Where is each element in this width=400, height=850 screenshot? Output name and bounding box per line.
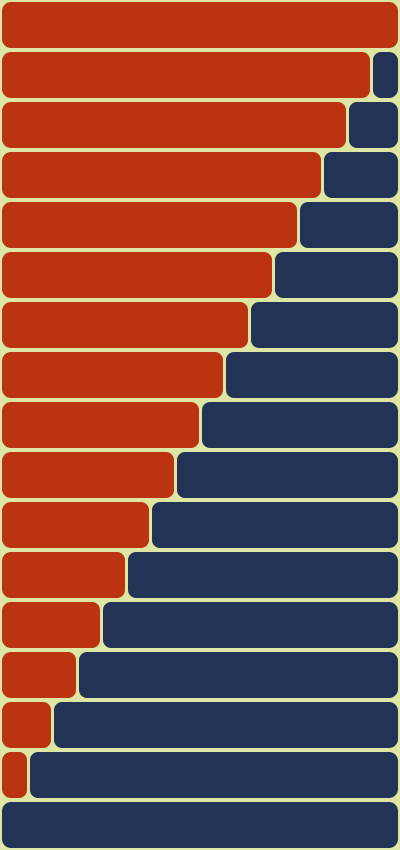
bar-segment-navy (128, 552, 398, 598)
bar-divider (76, 652, 79, 698)
bar-segment-red (2, 702, 51, 748)
bar-divider (199, 402, 202, 448)
bar-divider (174, 452, 177, 498)
bar-divider (223, 352, 226, 398)
bar-segment-red (2, 152, 321, 198)
bar-divider (248, 302, 251, 348)
bar-row (2, 52, 398, 98)
bar-segment-navy (30, 752, 398, 798)
bar-divider (100, 602, 103, 648)
bar-segment-navy (226, 352, 398, 398)
bar-divider (370, 52, 373, 98)
bar-divider (297, 202, 300, 248)
bar-segment-navy (79, 652, 398, 698)
bar-segment-red (2, 302, 248, 348)
bar-segment-navy (373, 52, 398, 98)
bar-row (2, 252, 398, 298)
bar-segment-navy (324, 152, 398, 198)
bar-segment-navy (177, 452, 398, 498)
bar-divider (346, 102, 349, 148)
bar-row (2, 152, 398, 198)
bar-segment-navy (275, 252, 398, 298)
bar-segment-navy (251, 302, 398, 348)
bar-segment-navy (54, 702, 398, 748)
bar-row (2, 702, 398, 748)
bar-divider (272, 252, 275, 298)
bar-segment-navy (152, 502, 398, 548)
bar-divider (51, 702, 54, 748)
bar-segment-red (2, 752, 27, 798)
bar-row (2, 302, 398, 348)
bar-segment-navy (349, 102, 398, 148)
bar-segment-red (2, 2, 398, 48)
bar-row (2, 352, 398, 398)
bar-segment-red (2, 402, 199, 448)
bar-row (2, 552, 398, 598)
bar-segment-red (2, 502, 149, 548)
bar-row (2, 802, 398, 848)
bar-segment-red (2, 202, 297, 248)
bar-row (2, 502, 398, 548)
bar-divider (149, 502, 152, 548)
bar-row (2, 102, 398, 148)
bar-row (2, 452, 398, 498)
bar-segment-red (2, 652, 76, 698)
bar-segment-navy (2, 802, 398, 848)
bar-segment-navy (202, 402, 398, 448)
bar-row (2, 752, 398, 798)
bar-divider (321, 152, 324, 198)
bar-row (2, 652, 398, 698)
bar-row (2, 402, 398, 448)
bar-segment-red (2, 102, 346, 148)
bar-divider (125, 552, 128, 598)
bar-segment-red (2, 352, 223, 398)
bar-segment-red (2, 552, 125, 598)
bar-segment-red (2, 602, 100, 648)
bar-row (2, 202, 398, 248)
bar-segment-red (2, 252, 272, 298)
bar-divider (27, 752, 30, 798)
bar-row (2, 2, 398, 48)
bar-row (2, 602, 398, 648)
bar-segment-navy (103, 602, 398, 648)
bar-segment-red (2, 52, 370, 98)
bar-segment-red (2, 452, 174, 498)
bar-segment-navy (300, 202, 398, 248)
